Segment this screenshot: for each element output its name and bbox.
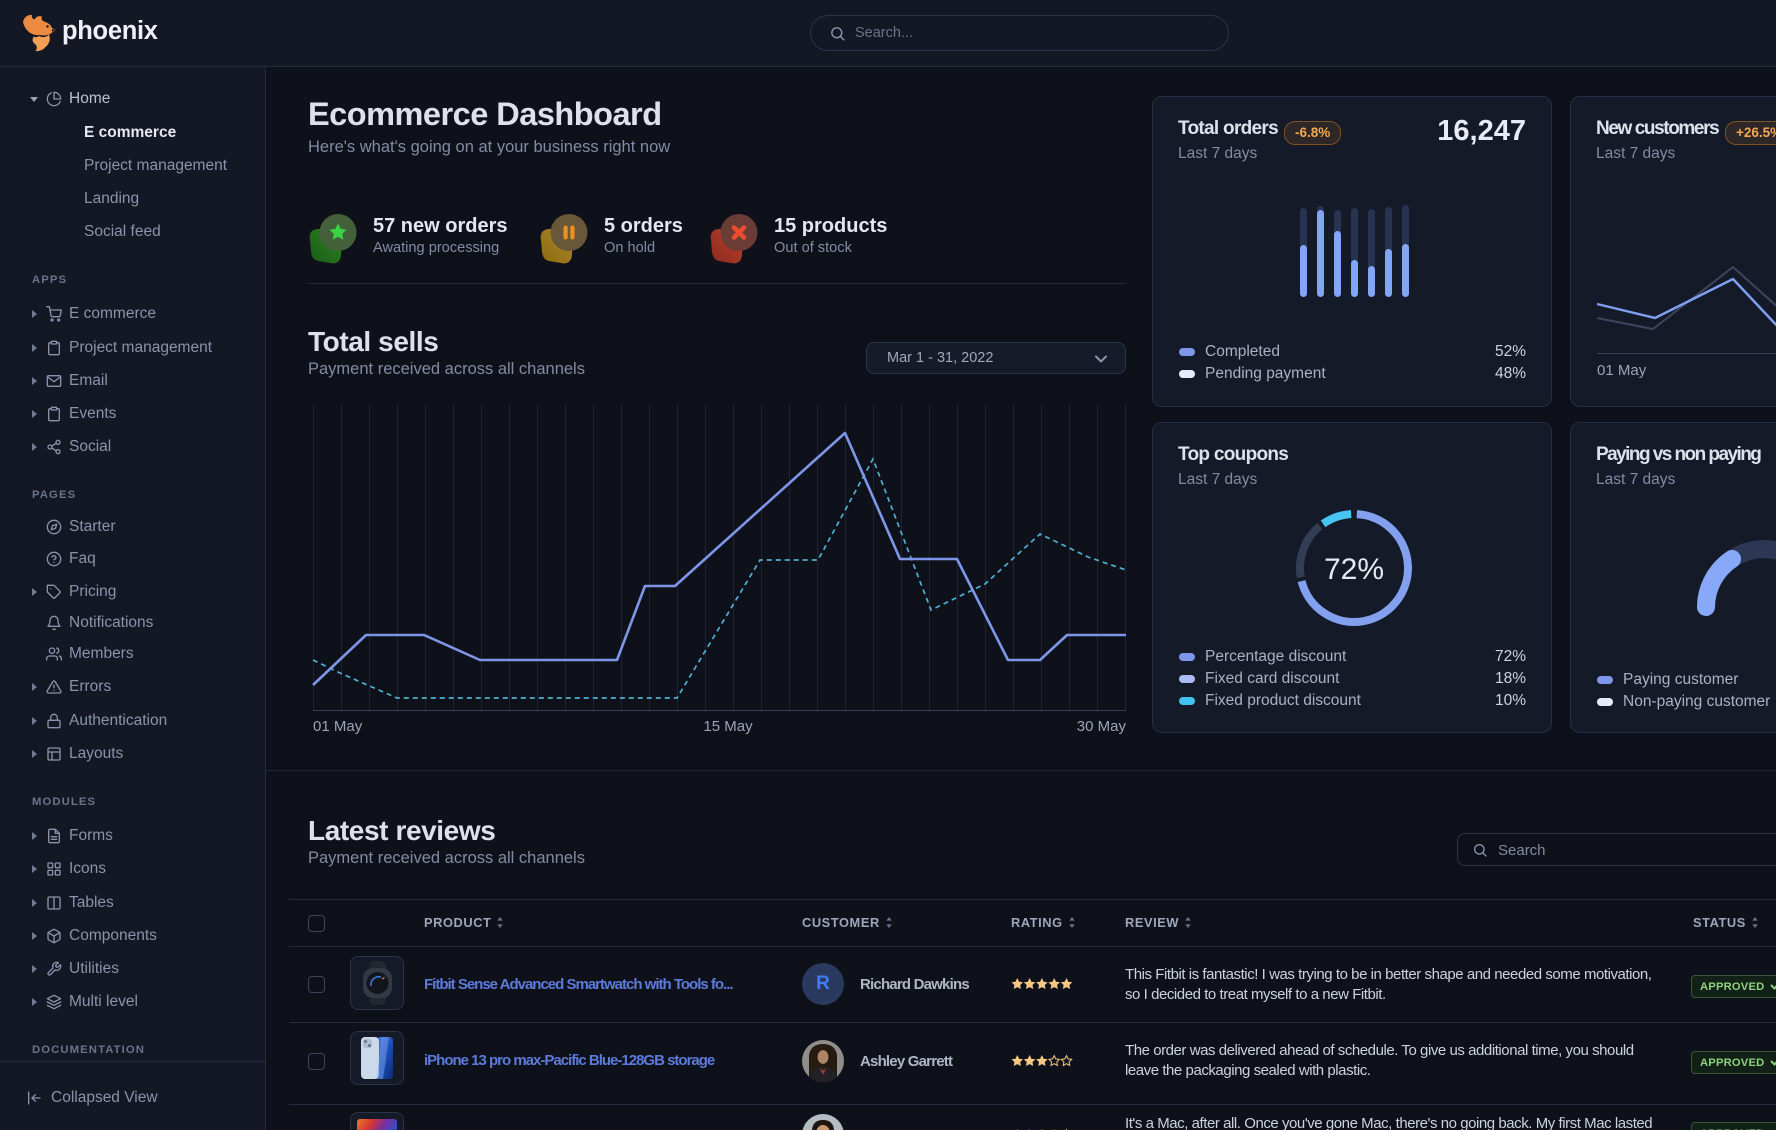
svg-text:72%: 72% [1324, 553, 1384, 586]
svg-text:15 May: 15 May [703, 718, 753, 735]
svg-text:30 May: 30 May [1077, 718, 1127, 735]
svg-text:01 May: 01 May [313, 718, 363, 735]
svg-text:01 May: 01 May [1597, 362, 1647, 379]
